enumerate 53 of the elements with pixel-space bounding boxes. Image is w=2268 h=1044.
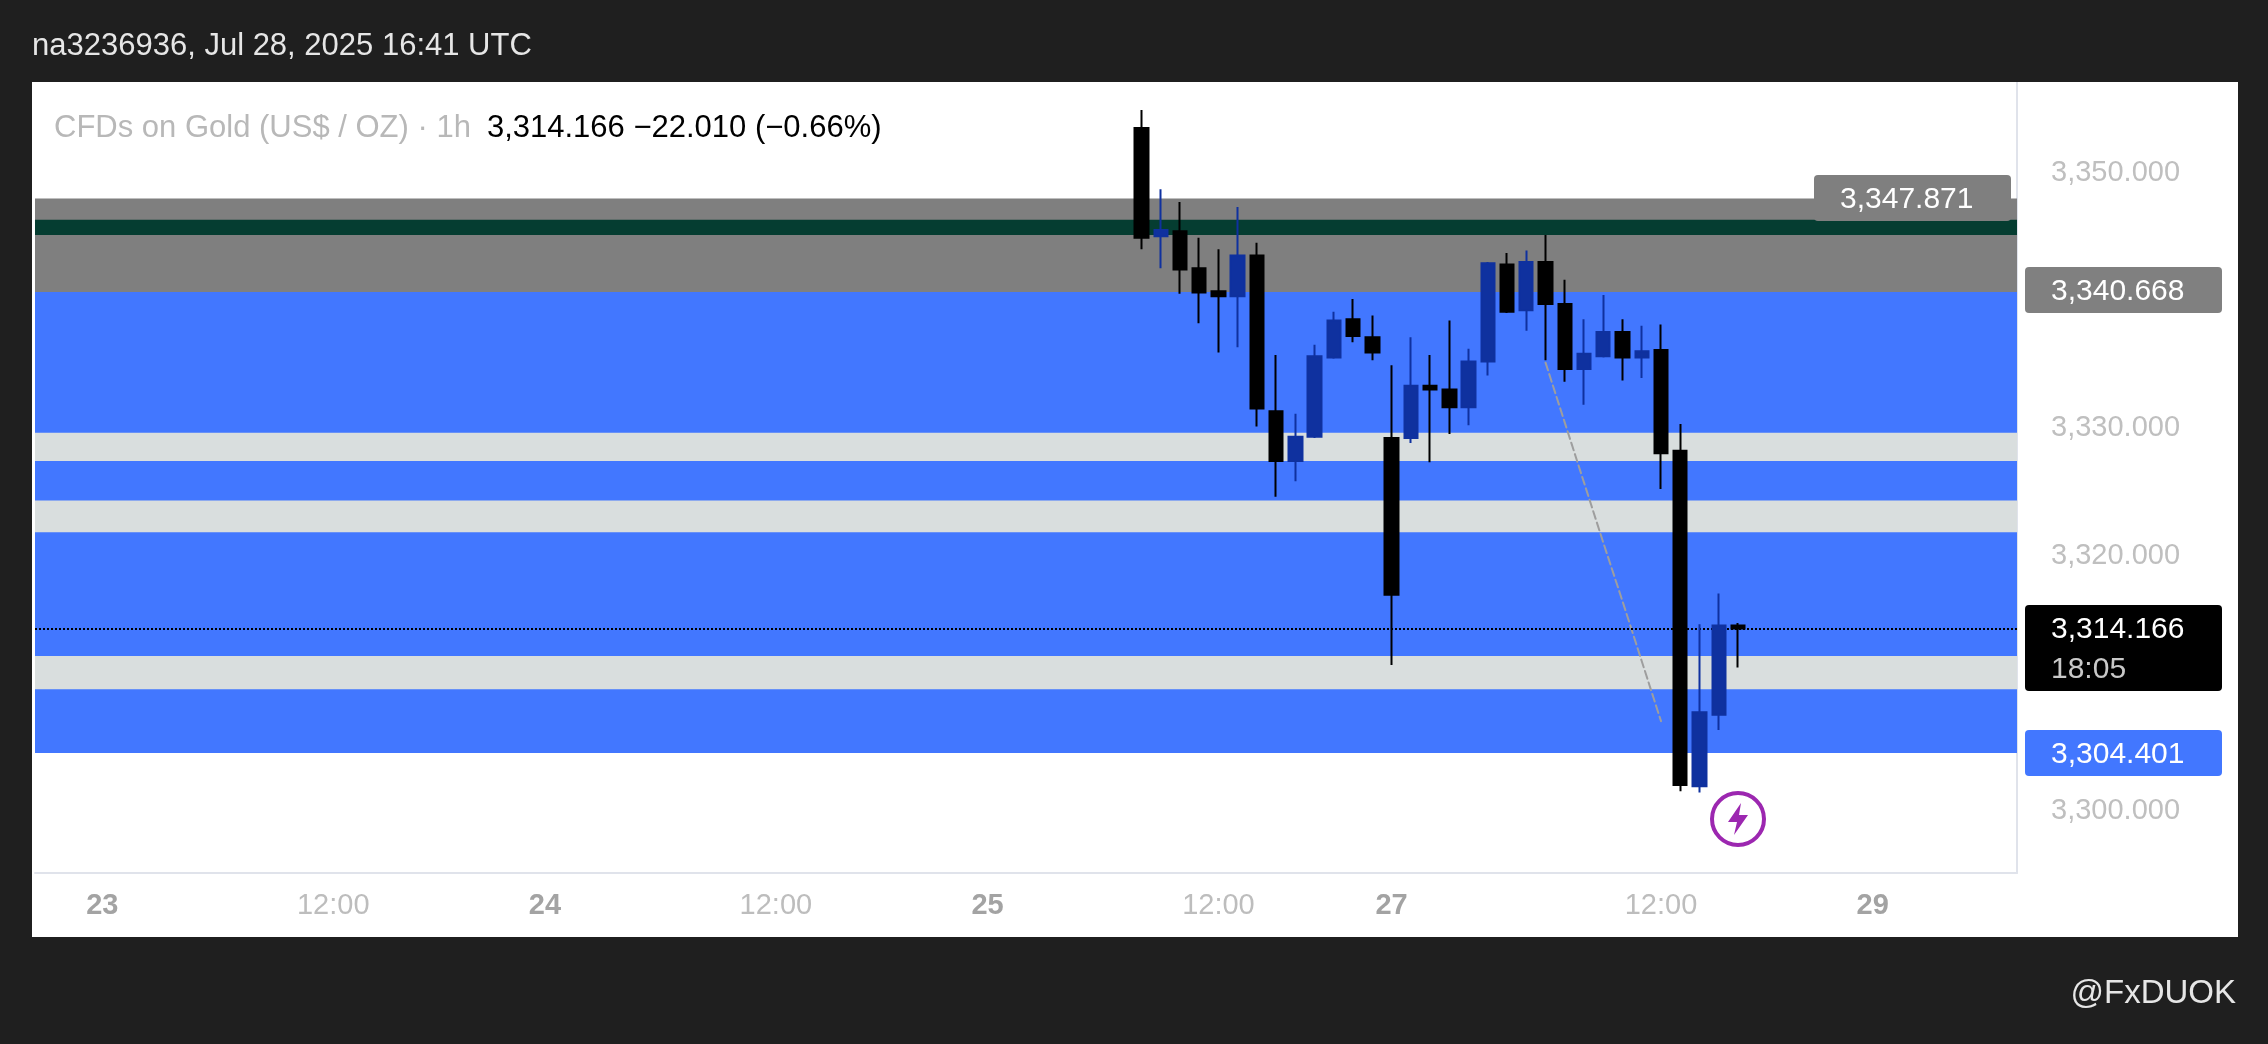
candlestick [1383,364,1400,667]
band-label: 3,304.401 [2051,735,2186,772]
x-tick-label: 12:00 [296,887,370,920]
candlestick [1614,318,1631,382]
candlestick [1306,343,1323,439]
candlestick [1403,336,1419,445]
candlestick [1576,318,1592,406]
candlestick [1210,248,1227,354]
y-tick-label: 3,320.000 [2051,538,2181,571]
text: 3,314.166 −22.010 (−0.66%) [486,109,882,144]
x-tick-label: 23 [86,887,119,920]
candlestick [1557,278,1573,383]
y-tick-label: 3,350.000 [2051,155,2181,188]
x-tick-label: 12:00 [1624,887,1698,920]
candlestick [1518,249,1534,332]
candlestick [1634,324,1650,379]
x-tick-label: 12:00 [739,887,813,920]
candlestick [1249,241,1265,428]
x-tick-label: 25 [971,887,1004,920]
candlestick [1345,297,1361,344]
x-tick-label: 29 [1856,887,1889,920]
candlestick [1537,234,1554,362]
candlestick [1133,109,1150,251]
candlestick [1422,354,1438,464]
candlestick [1499,251,1515,314]
x-tick-label: 12:00 [1182,887,1255,920]
candlestick [1460,347,1477,427]
candlestick [1229,206,1246,349]
text: CFDs on Gold (US$ / OZ) · 1h [54,109,471,144]
candlestick [1364,314,1381,362]
candlestick [1326,310,1342,360]
candlestick [1153,188,1169,270]
candlestick [1441,319,1458,436]
candlestick [1480,260,1496,377]
ref-line-label: 3,340.668 [2051,272,2186,309]
candlestick [1653,323,1669,490]
band-label: 3,347.871 [1840,180,1975,217]
y-tick-label: 3,300.000 [2051,793,2181,826]
candlestick [1268,354,1284,498]
candlestick [1711,592,1727,732]
candlestick [1191,236,1207,325]
candlestick [1691,623,1708,794]
candlestick [1595,294,1611,359]
text: @FxDUOK [2070,972,2236,1012]
candlestick [1172,200,1188,295]
line-series [1544,361,1663,723]
text: na3236936, Jul 28, 2025 16:41 UTC [32,26,532,64]
x-tick-label: 27 [1375,887,1408,920]
text: 18:05 [2051,651,2128,687]
ref-line-label: 3,314.166 [2051,610,2186,647]
candlestick [1287,412,1304,483]
x-tick-label: 24 [528,887,562,920]
y-tick-label: 3,330.000 [2051,410,2181,443]
